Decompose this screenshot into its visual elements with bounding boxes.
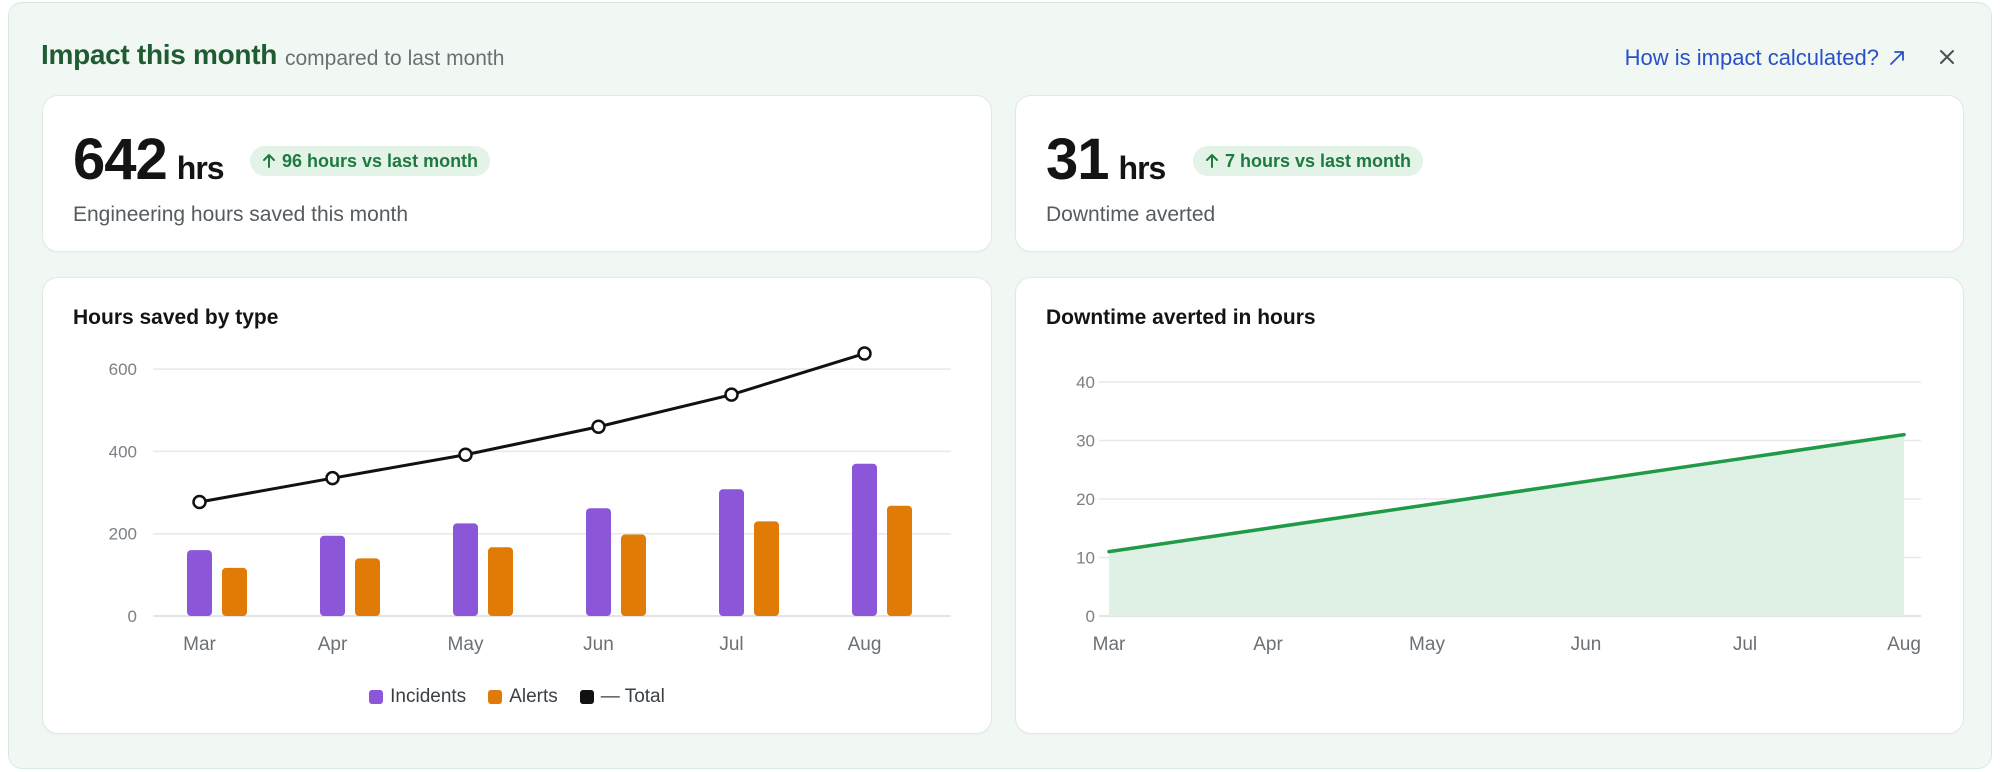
total-point — [325, 470, 340, 486]
total-line — [199, 352, 865, 504]
y-tick-label: 0 — [1086, 607, 1095, 626]
incidents-swatch — [369, 690, 384, 704]
bar-incidents — [453, 523, 478, 616]
hours-saved-unit: hrs — [176, 150, 225, 186]
y-tick-label: 400 — [109, 442, 137, 461]
x-tick-label: Jul — [1733, 634, 1757, 655]
panel-subtitle: compared to last month — [285, 47, 505, 70]
total-swatch — [579, 690, 594, 704]
x-tick-label: May — [1409, 634, 1445, 655]
legend-total-label: — Total — [600, 686, 665, 707]
panel-title: Impact this month — [41, 39, 278, 70]
hours-saved-label: Engineering hours saved this month — [73, 203, 409, 226]
x-tick-label: Aug — [1887, 634, 1921, 655]
bar-incidents — [852, 463, 877, 616]
downtime-unit: hrs — [1118, 150, 1167, 186]
y-tick-label: 600 — [109, 360, 137, 379]
impact-panel: Impact this month compared to last month… — [8, 2, 1992, 769]
downtime-averted-card: 31 hrs 7 hours vs last month Downtime ave… — [1015, 95, 1964, 252]
y-tick-label: 10 — [1076, 549, 1095, 568]
downtime-line — [1107, 432, 1906, 554]
downtime-number: 31 — [1046, 127, 1110, 192]
downtime-area — [1109, 434, 1904, 616]
x-tick-label: Mar — [183, 634, 216, 655]
x-tick-label: Apr — [318, 634, 348, 655]
downtime-delta-text: 7 hours vs last month — [1225, 150, 1412, 171]
y-tick-label: 200 — [109, 525, 137, 544]
downtime-delta-badge: 7 hours vs last month — [1193, 146, 1424, 176]
downtime-value: 31 hrs — [1046, 126, 1167, 193]
x-tick-label: Mar — [1093, 634, 1126, 655]
downtime-chart-title: Downtime averted in hours — [1046, 306, 1316, 329]
hours-by-type-chart-card: Hours saved by type 0 200 400 600 Mar Apr May J… — [42, 277, 992, 734]
legend-total[interactable]: — Total — [579, 686, 665, 708]
hours-chart-legend: Incidents Alerts — Total — [43, 686, 991, 708]
arrow-up-icon — [263, 154, 275, 168]
bar-alerts — [488, 547, 513, 616]
bar-incidents — [187, 550, 212, 616]
legend-alerts-label: Alerts — [509, 686, 558, 707]
x-tick-label: Jun — [1571, 634, 1602, 655]
close-button[interactable] — [1933, 43, 1961, 71]
downtime-chart-card: Downtime averted in hours 0 10 20 30 40 Mar Ap… — [1015, 277, 1964, 734]
total-point — [857, 346, 872, 361]
x-tick-label: May — [448, 634, 484, 655]
bar-alerts — [754, 521, 779, 616]
x-tick-label: Apr — [1253, 634, 1283, 655]
alerts-swatch — [488, 690, 503, 704]
y-tick-label: 30 — [1076, 432, 1095, 451]
hours-saved-card: 642 hrs 96 hours vs last month Engineerin… — [42, 95, 992, 252]
help-link-label: How is impact calculated? — [1624, 45, 1879, 70]
bar-incidents — [320, 535, 345, 616]
hours-chart-title: Hours saved by type — [73, 306, 279, 329]
hours-by-type-chart: 0 200 400 600 Mar Apr May Jun Jul Aug — [109, 346, 951, 655]
downtime-area-chart: 0 10 20 30 40 Mar Apr May Jun Jul Aug — [1076, 373, 1921, 655]
x-tick-label: Jun — [583, 634, 614, 655]
y-tick-label: 20 — [1076, 490, 1095, 509]
bar-alerts — [222, 567, 247, 616]
downtime-label: Downtime averted — [1046, 203, 1216, 226]
bar-alerts — [887, 505, 912, 616]
hours-saved-number: 642 — [73, 127, 168, 192]
bar-alerts — [355, 558, 380, 616]
bar-alerts — [621, 534, 646, 616]
legend-alerts[interactable]: Alerts — [488, 686, 558, 708]
total-point — [591, 419, 606, 434]
bar-incidents — [719, 489, 744, 616]
close-icon — [1940, 50, 1954, 64]
x-tick-label: Aug — [848, 634, 882, 655]
legend-incidents-label: Incidents — [390, 686, 467, 707]
y-tick-label: 0 — [128, 607, 137, 626]
impact-help-link[interactable]: How is impact calculated? — [1625, 45, 1907, 71]
bar-incidents — [586, 508, 611, 616]
hours-saved-value: 642 hrs — [73, 126, 225, 193]
total-point — [192, 494, 207, 510]
total-point — [458, 447, 473, 462]
legend-incidents[interactable]: Incidents — [369, 686, 466, 708]
hours-delta-text: 96 hours vs last month — [282, 150, 479, 171]
arrow-up-right-icon — [1890, 51, 1904, 65]
total-point — [724, 387, 739, 402]
y-tick-label: 40 — [1076, 373, 1095, 392]
hours-delta-badge: 96 hours vs last month — [250, 146, 491, 176]
arrow-up-icon — [1206, 154, 1218, 168]
x-tick-label: Jul — [719, 634, 743, 655]
